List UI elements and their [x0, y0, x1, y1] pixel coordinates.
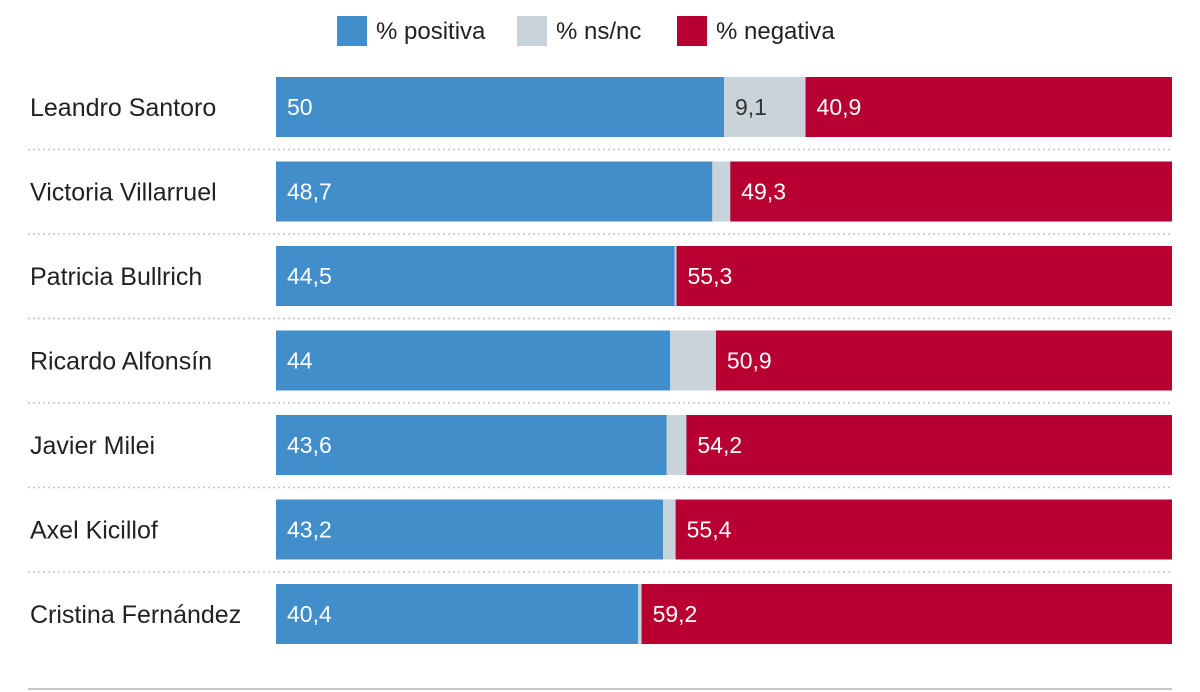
- bar-segment-positiva: [276, 330, 671, 391]
- row-label: Ricardo Alfonsín: [30, 348, 212, 376]
- bar-segment-ns-nc: [724, 77, 806, 137]
- legend-label-positiva: % positiva: [376, 18, 486, 45]
- bar-segment-positiva: [276, 77, 724, 137]
- data-label-negativa: 54,2: [697, 432, 742, 458]
- bar-segment-negativa: [715, 330, 1172, 391]
- data-label-positiva: 43,2: [287, 517, 332, 543]
- data-label-positiva: 50: [287, 94, 313, 120]
- legend-swatch-ns-nc: [517, 16, 547, 46]
- data-label-positiva: 44,5: [287, 263, 332, 289]
- row-leandro-santoro: Leandro Santoro 50 9,1 40,9: [30, 77, 1172, 137]
- row-label: Victoria Villarruel: [30, 179, 217, 207]
- row-label: Cristina Fernández: [30, 601, 241, 629]
- bar-segment-negativa: [676, 246, 1172, 306]
- bar-segment-positiva: [276, 584, 638, 644]
- row-label: Javier Milei: [30, 432, 155, 460]
- data-label-positiva: 43,6: [287, 432, 332, 458]
- bar-segment-ns-nc: [712, 161, 731, 222]
- bar-segment-negativa: [805, 77, 1172, 137]
- row-axel-kicillof: Axel Kicillof 43,2 55,4: [30, 499, 1172, 560]
- bar-segment-ns-nc: [674, 246, 677, 306]
- data-label-positiva: 44: [287, 348, 313, 374]
- row-victoria-villarruel: Victoria Villarruel 48,7 49,3: [30, 161, 1172, 222]
- bar-segment-negativa: [686, 415, 1172, 475]
- legend: % positiva % ns/nc % negativa: [337, 16, 835, 46]
- data-label-positiva: 40,4: [287, 601, 332, 627]
- bar-segment-negativa: [730, 161, 1172, 222]
- data-label-negativa: 40,9: [817, 94, 862, 120]
- bar-segment-negativa: [641, 584, 1172, 644]
- bar-segment-negativa: [675, 499, 1172, 560]
- bar-segment-ns-nc: [666, 415, 687, 475]
- row-label: Axel Kicillof: [30, 517, 158, 545]
- row-label: Leandro Santoro: [30, 94, 216, 122]
- data-label-negativa: 55,4: [687, 517, 732, 543]
- data-label-ns-nc: 9,1: [735, 94, 767, 120]
- bar-segment-ns-nc: [670, 330, 716, 391]
- data-label-positiva: 48,7: [287, 179, 332, 205]
- row-label: Patricia Bullrich: [30, 263, 202, 291]
- legend-label-ns-nc: % ns/nc: [556, 18, 641, 45]
- data-label-negativa: 55,3: [688, 263, 733, 289]
- bar-segment-ns-nc: [663, 499, 676, 560]
- bar-segment-ns-nc: [637, 584, 642, 644]
- bar-segment-positiva: [276, 415, 667, 475]
- data-label-negativa: 49,3: [741, 179, 786, 205]
- bar-segment-positiva: [276, 499, 664, 560]
- row-cristina-fernandez: Cristina Fernández 40,4 59,2: [30, 584, 1172, 644]
- data-label-negativa: 59,2: [653, 601, 698, 627]
- row-ricardo-alfonsin: Ricardo Alfonsín 44 50,9: [30, 330, 1172, 391]
- row-javier-milei: Javier Milei 43,6 54,2: [30, 415, 1172, 475]
- chart-rows: Leandro Santoro 50 9,1 40,9 Victoria Villarr…: [28, 77, 1172, 644]
- legend-swatch-negativa: [677, 16, 707, 46]
- data-label-negativa: 50,9: [727, 348, 772, 374]
- legend-swatch-positiva: [337, 16, 367, 46]
- row-patricia-bullrich: Patricia Bullrich 44,5 55,3: [30, 246, 1172, 306]
- bar-segment-positiva: [276, 246, 675, 306]
- legend-label-negativa: % negativa: [716, 18, 835, 45]
- bar-segment-positiva: [276, 161, 713, 222]
